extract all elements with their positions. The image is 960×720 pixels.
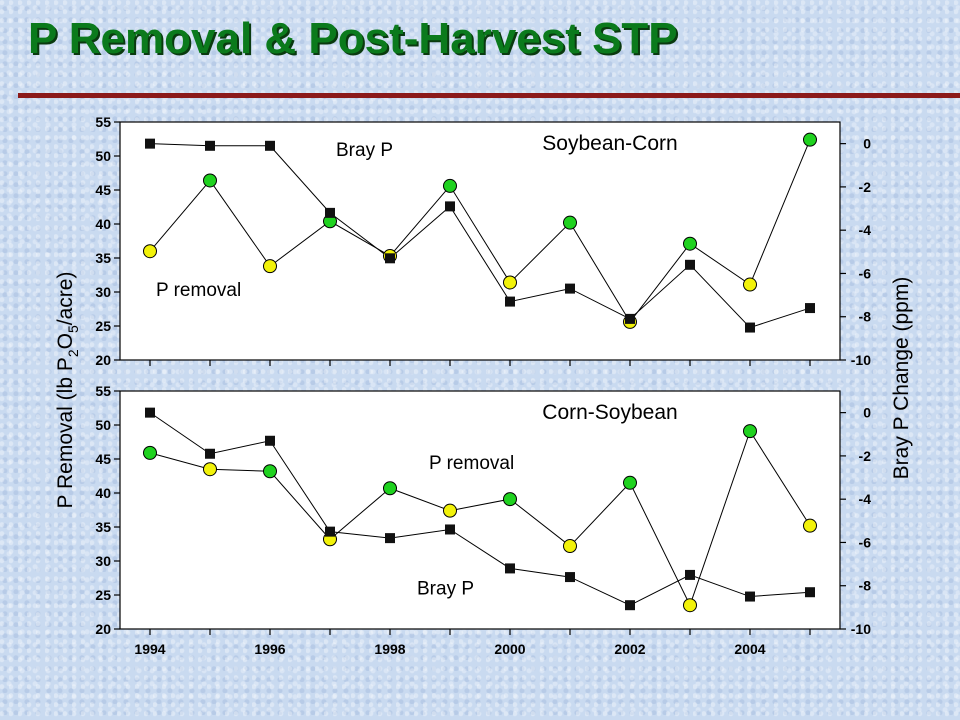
page-title: P Removal & Post-Harvest STP (28, 14, 678, 63)
bray-p-point (805, 587, 815, 598)
p-removal-point (263, 464, 277, 479)
bray-p-point (805, 303, 815, 314)
title-divider (18, 93, 960, 98)
y-right-tick-label: -6 (859, 534, 872, 550)
series-line-bray-p (149, 412, 811, 606)
y-left-tick-label: 40 (95, 485, 111, 501)
chart-panel-2: 20 25 30 35 40 45 50 55 -10 -8 -6 -4 -2 0 1994 1996 1998… (95, 383, 871, 657)
panel-title: Soybean-Corn (542, 132, 677, 155)
series-annotation: P removal (156, 280, 241, 301)
y-left-tick-label: 25 (95, 318, 111, 334)
series-annotation: Bray P (417, 578, 474, 599)
p-removal-point (443, 503, 457, 518)
y-right-tick-label: -2 (859, 179, 872, 195)
bray-p-point (505, 296, 515, 307)
bray-p-point (325, 526, 335, 537)
x-tick-label: 2004 (734, 641, 765, 657)
x-tick-label: 1998 (374, 641, 405, 657)
bray-p-point (445, 524, 455, 535)
y-left-tick-label: 20 (95, 621, 111, 637)
y-right-tick-label: -4 (859, 222, 872, 238)
y-left-tick-label: 35 (95, 519, 111, 535)
y-left-tick-label: 50 (95, 417, 111, 433)
bray-p-point (685, 569, 695, 580)
y-left-tick-label: 55 (95, 114, 111, 130)
p-removal-point (563, 539, 577, 554)
bray-p-point (385, 533, 395, 544)
x-tick-label: 2000 (494, 641, 525, 657)
p-removal-point (803, 518, 817, 533)
y-left-tick-label: 50 (95, 148, 111, 164)
bray-p-point (145, 138, 155, 149)
y-right-tick-label: -10 (851, 621, 871, 637)
y-right-tick-label: 0 (863, 405, 871, 421)
p-removal-point (203, 173, 217, 188)
p-removal-point (203, 462, 217, 477)
y-right-tick-label: 0 (863, 136, 871, 152)
bray-p-point (205, 448, 215, 459)
y-left-tick-label: 30 (95, 284, 111, 300)
p-removal-point (683, 236, 697, 251)
x-tick-label: 1996 (254, 641, 285, 657)
series-line-p-removal (149, 139, 811, 323)
y-right-tick-label: -10 (851, 352, 871, 368)
series-annotation: Bray P (336, 140, 393, 161)
panel-title: Corn-Soybean (542, 401, 677, 424)
p-removal-point (143, 244, 157, 259)
bray-p-point (205, 140, 215, 151)
p-removal-point (683, 598, 697, 613)
bray-p-point (745, 591, 755, 602)
bray-p-point (625, 313, 635, 324)
bray-p-point (445, 201, 455, 212)
bray-p-point (505, 563, 515, 574)
chart-panel-1: 20 25 30 35 40 45 50 55 -10 -8 -6 -4 -2 0 Soybean-Corn… (95, 114, 871, 368)
p-removal-point (803, 132, 817, 147)
bray-p-point (385, 253, 395, 264)
p-removal-point (623, 475, 637, 490)
right-axis-label: Bray P Change (ppm) (890, 277, 913, 480)
y-left-tick-label: 55 (95, 383, 111, 399)
p-removal-point (743, 277, 757, 292)
p-removal-point (563, 215, 577, 230)
y-left-tick-label: 45 (95, 182, 111, 198)
y-right-tick-label: -2 (859, 448, 872, 464)
bray-p-point (145, 407, 155, 418)
y-right-tick-label: -8 (859, 309, 872, 325)
bray-p-point (265, 140, 275, 151)
p-removal-point (383, 481, 397, 496)
plot-area (119, 390, 841, 630)
left-axis-label: P Removal (lb P2O5/acre) (54, 272, 81, 509)
bray-p-point (265, 435, 275, 446)
p-removal-point (503, 275, 517, 290)
y-left-tick-label: 35 (95, 250, 111, 266)
bray-p-point (625, 600, 635, 611)
y-right-tick-label: -4 (859, 491, 872, 507)
p-removal-point (443, 178, 457, 193)
p-removal-point (143, 445, 157, 460)
series-line-bray-p (149, 143, 811, 329)
y-left-tick-label: 20 (95, 352, 111, 368)
p-removal-point (503, 492, 517, 507)
bray-p-point (745, 322, 755, 333)
y-right-tick-label: -8 (859, 578, 872, 594)
series-line-p-removal (149, 429, 811, 607)
bray-p-point (565, 283, 575, 294)
p-removal-point (263, 259, 277, 274)
series-annotation: P removal (429, 453, 514, 474)
x-tick-label: 2002 (614, 641, 645, 657)
y-left-tick-label: 25 (95, 587, 111, 603)
x-tick-label: 1994 (134, 641, 165, 657)
plot-area (119, 121, 841, 361)
bray-p-point (685, 259, 695, 270)
y-right-tick-label: -6 (859, 265, 872, 281)
bray-p-point (325, 207, 335, 218)
bray-p-point (565, 572, 575, 583)
y-left-tick-label: 45 (95, 451, 111, 467)
y-left-tick-label: 40 (95, 216, 111, 232)
y-left-tick-label: 30 (95, 553, 111, 569)
p-removal-point (743, 424, 757, 439)
